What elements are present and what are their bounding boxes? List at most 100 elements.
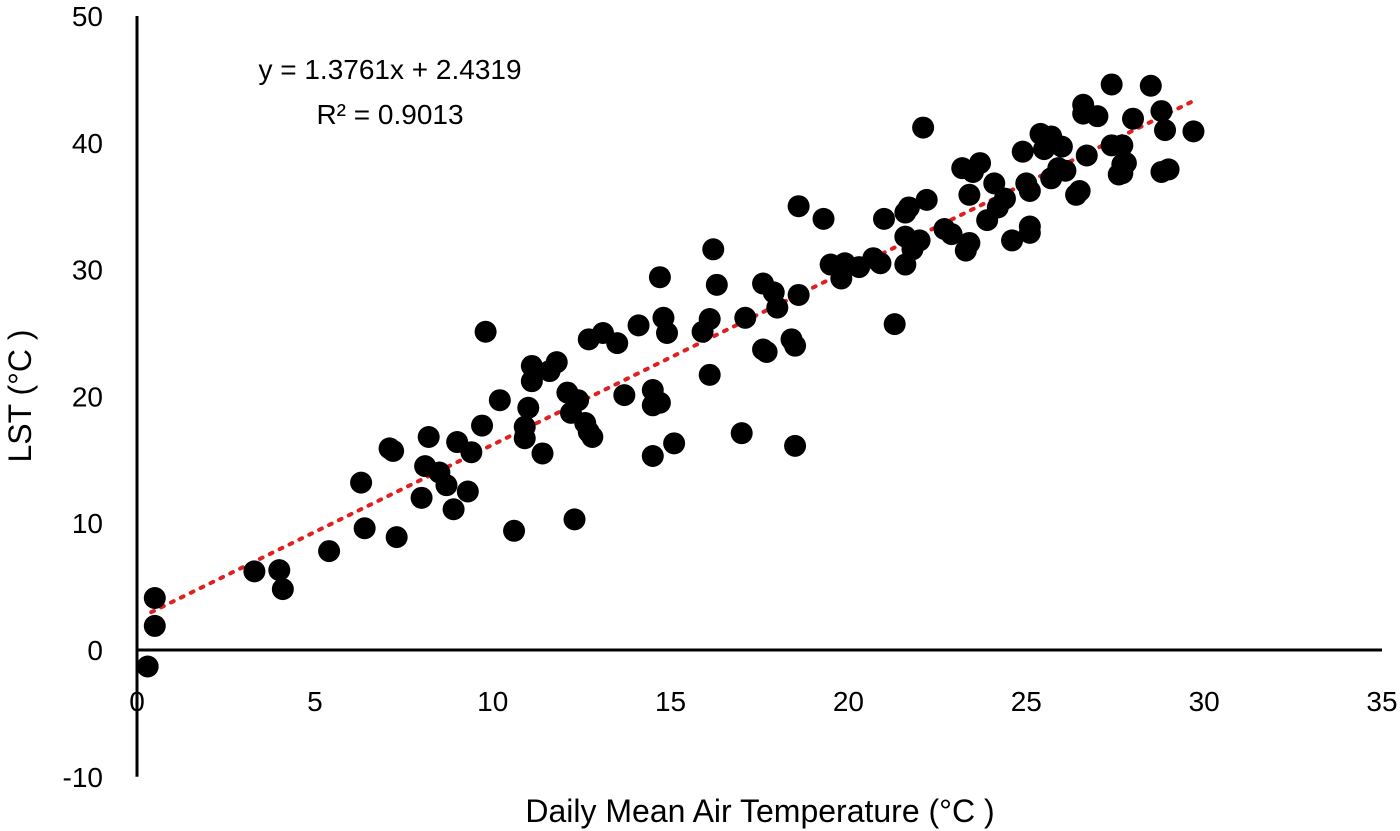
data-point <box>1114 152 1137 175</box>
data-point <box>567 389 590 412</box>
data-point <box>1086 105 1109 128</box>
data-point <box>1068 179 1091 202</box>
data-point <box>912 116 935 139</box>
data-point <box>410 486 433 509</box>
data-point <box>627 314 650 337</box>
data-point <box>503 519 526 542</box>
data-point <box>581 425 604 448</box>
data-point <box>318 540 341 563</box>
data-point <box>755 341 778 364</box>
y-tick-label: 20 <box>72 381 103 412</box>
data-point <box>958 183 981 206</box>
data-point <box>243 560 266 583</box>
data-point <box>531 442 554 465</box>
y-tick-label: 0 <box>87 635 103 666</box>
data-point <box>698 363 721 386</box>
y-tick-label: -10 <box>63 762 103 793</box>
data-point <box>545 351 568 374</box>
data-point <box>520 354 543 377</box>
data-point <box>1182 120 1205 143</box>
data-point <box>143 614 166 637</box>
plot-area: 0 5 10 15 20 25 30 35 -10 0 10 20 30 40 50 <box>63 1 1398 793</box>
data-point <box>734 306 757 329</box>
x-tick-label: 0 <box>129 686 145 717</box>
y-tick-label: 10 <box>72 508 103 539</box>
data-point <box>969 152 992 175</box>
data-point <box>563 508 586 531</box>
data-point <box>897 196 920 219</box>
data-point <box>271 578 294 601</box>
data-point <box>1100 73 1123 96</box>
data-point <box>873 207 895 230</box>
data-point <box>993 187 1016 210</box>
data-point <box>1054 159 1077 182</box>
x-tick-label: 5 <box>307 686 323 717</box>
data-point <box>656 322 679 344</box>
data-point <box>663 432 686 455</box>
data-points <box>136 73 1205 678</box>
data-point <box>1111 134 1134 157</box>
data-point <box>1050 135 1073 158</box>
data-point <box>766 296 789 319</box>
data-point <box>456 480 479 503</box>
data-point <box>1001 229 1024 252</box>
x-axis-title: Daily Mean Air Temperature (°C ) <box>525 793 994 829</box>
data-point <box>513 415 536 438</box>
x-tick-label: 20 <box>833 686 864 717</box>
data-point <box>606 332 629 355</box>
data-point <box>1139 74 1162 97</box>
trendline-equation: y = 1.3761x + 2.4319 <box>258 54 521 85</box>
data-point <box>784 334 807 357</box>
data-point <box>1122 107 1144 130</box>
data-point <box>812 207 835 230</box>
data-point <box>143 587 166 610</box>
y-axis-title: LST (°C ) <box>2 329 38 462</box>
data-point <box>268 559 291 582</box>
data-point <box>1075 144 1098 167</box>
x-tick-label: 30 <box>1189 686 1220 717</box>
data-point <box>520 370 543 393</box>
x-tick-label: 25 <box>1011 686 1042 717</box>
linear-trendline <box>149 98 1196 615</box>
data-point <box>883 313 906 336</box>
data-point <box>958 231 981 254</box>
data-point <box>1018 179 1041 202</box>
data-point <box>474 320 497 343</box>
x-tick-label: 15 <box>655 686 686 717</box>
data-point <box>1011 140 1034 163</box>
data-point <box>385 526 408 549</box>
data-point <box>1154 119 1177 142</box>
data-point <box>869 252 892 275</box>
data-point <box>787 283 810 306</box>
data-point <box>435 474 458 497</box>
data-point <box>908 229 931 252</box>
data-point <box>940 223 963 246</box>
data-point <box>915 188 938 211</box>
data-point <box>648 266 671 289</box>
y-tick-label: 40 <box>72 128 103 159</box>
x-tick-label: 35 <box>1366 686 1397 717</box>
y-tick-label: 50 <box>72 1 103 32</box>
data-point <box>702 238 725 261</box>
data-point <box>353 517 376 540</box>
data-point <box>730 422 753 445</box>
data-point <box>460 441 483 464</box>
data-point <box>613 384 636 407</box>
data-point <box>136 655 159 678</box>
data-point <box>417 425 440 448</box>
data-point <box>1018 221 1041 244</box>
data-point <box>1150 100 1173 123</box>
y-tick-label: 30 <box>72 255 103 286</box>
x-tick-label: 10 <box>477 686 508 717</box>
r-squared-label: R² = 0.9013 <box>316 99 463 130</box>
data-point <box>382 439 405 462</box>
data-point <box>1157 158 1180 181</box>
data-point <box>698 308 721 331</box>
data-point <box>705 273 728 296</box>
data-point <box>648 391 671 414</box>
data-point <box>488 389 511 412</box>
data-point <box>350 471 373 494</box>
data-point <box>641 444 664 467</box>
data-point <box>787 195 810 218</box>
